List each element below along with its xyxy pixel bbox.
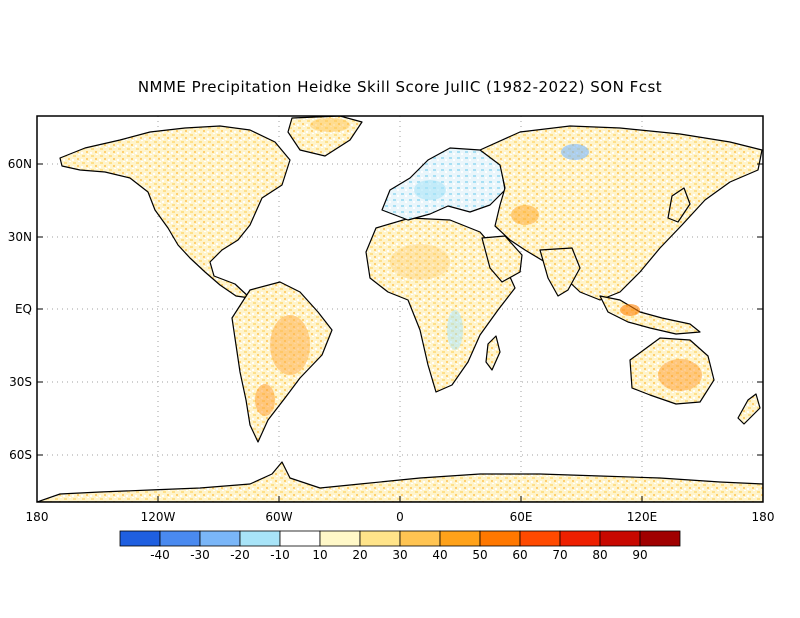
colorbar-swatch <box>559 530 601 547</box>
lat-tick-label: 60S <box>9 448 32 462</box>
lon-tick-label: 180 <box>752 510 775 524</box>
new-zealand-landmass <box>737 393 761 425</box>
colorbar-label: 60 <box>512 548 527 562</box>
lon-tick-label: 60W <box>265 510 292 524</box>
madagascar-landmass <box>485 335 501 371</box>
map-title: NMME Precipitation Heidke Skill Score Ju… <box>137 78 663 96</box>
colorbar-label: -30 <box>190 548 210 562</box>
colorbar-swatch <box>239 530 281 547</box>
colorbar-label: 40 <box>432 548 447 562</box>
colorbar-label: 80 <box>592 548 607 562</box>
lat-tick-label: 60N <box>8 157 32 171</box>
skill-highlights <box>255 118 702 416</box>
latitude-axis: 60N 30N EQ 30S 60S <box>8 157 763 462</box>
colorbar-label: 20 <box>352 548 367 562</box>
lon-tick-label: 120W <box>141 510 176 524</box>
colorbar-swatch <box>279 530 321 547</box>
colorbar-swatch <box>399 530 441 547</box>
colorbar-swatch <box>359 530 401 547</box>
colorbar-swatch <box>599 530 641 547</box>
india-landmass <box>539 247 581 297</box>
colorbar: -40 -30 -20 -10 10 20 30 40 50 60 70 80 90 <box>119 530 681 562</box>
lon-tick-label: 60E <box>510 510 533 524</box>
colorbar-swatch <box>639 530 681 547</box>
lon-tick-label: 120E <box>627 510 658 524</box>
lat-tick-label: 30S <box>9 375 32 389</box>
colorbar-swatch <box>479 530 521 547</box>
colorbar-label: 70 <box>552 548 567 562</box>
colorbar-label: -20 <box>230 548 250 562</box>
colorbar-swatch <box>439 530 481 547</box>
arabia-landmass <box>481 235 523 283</box>
colorbar-label: -40 <box>150 548 170 562</box>
colorbar-swatch <box>199 530 241 547</box>
colorbar-swatch <box>119 530 161 547</box>
colorbar-label: 10 <box>312 548 327 562</box>
colorbar-label: 50 <box>472 548 487 562</box>
japan-landmass <box>667 187 691 223</box>
longitude-axis: 180 120W 60W 0 60E 120E 180 <box>26 496 775 524</box>
africa-landmass <box>365 217 516 393</box>
colorbar-swatch <box>519 530 561 547</box>
lat-tick-label: EQ <box>15 302 32 316</box>
colorbar-swatch <box>319 530 361 547</box>
lon-tick-label: 0 <box>396 510 404 524</box>
colorbar-label: 90 <box>632 548 647 562</box>
colorbar-label: -10 <box>270 548 290 562</box>
lon-tick-label: 180 <box>26 510 49 524</box>
lat-tick-label: 30N <box>8 230 32 244</box>
colorbar-swatch <box>159 530 201 547</box>
north-america-landmass <box>59 125 291 299</box>
colorbar-label: 30 <box>392 548 407 562</box>
antarctica-landmass <box>37 461 763 502</box>
